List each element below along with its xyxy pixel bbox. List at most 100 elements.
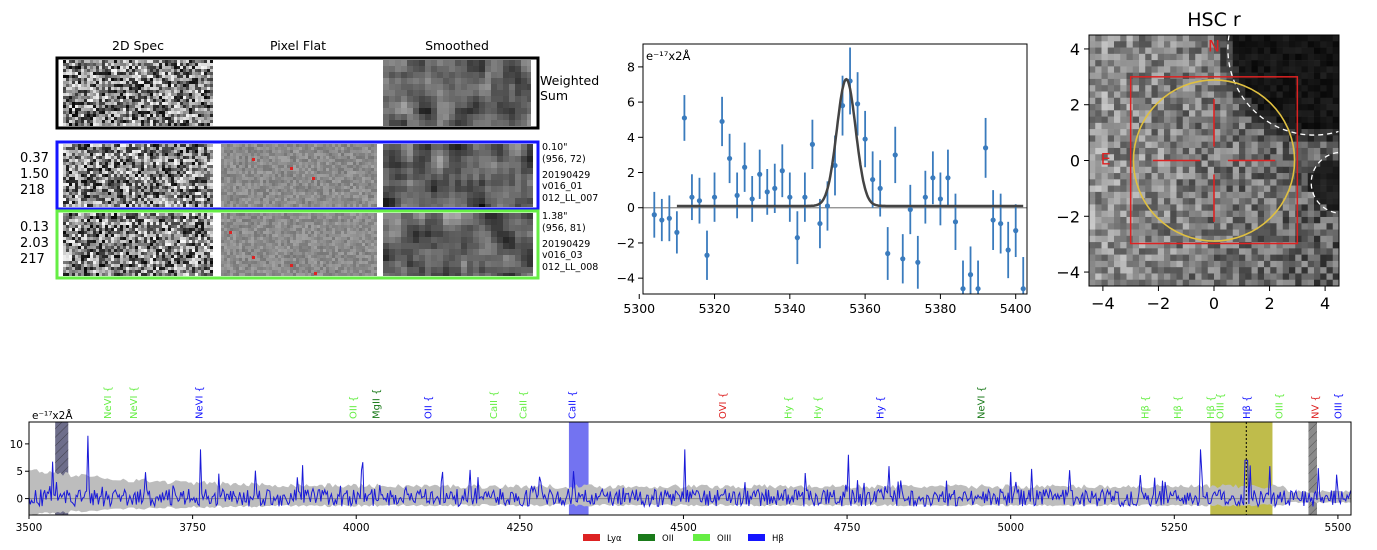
data-point xyxy=(711,194,718,200)
fiber2-smoothed-image xyxy=(383,213,533,276)
data-point xyxy=(689,194,695,200)
line-marker-label: Hβ { xyxy=(1140,396,1151,419)
line-marker-label: Hβ { xyxy=(1206,396,1217,419)
flat-defect-mark xyxy=(314,272,317,275)
data-point xyxy=(967,272,974,278)
x-tick-label: 2 xyxy=(1264,294,1274,313)
data-point xyxy=(764,189,770,195)
y-tick-label: −2 xyxy=(617,235,635,250)
full-spectrum-y-ticks: 0 5 10 xyxy=(10,439,29,506)
flat-defect-mark xyxy=(290,264,293,267)
data-point xyxy=(772,185,778,191)
weighted-smoothed-image xyxy=(383,60,531,126)
line-marker-label: Hβ { xyxy=(1173,396,1184,419)
x-tick-label: −2 xyxy=(1147,294,1171,313)
weighted-sum-row: Weighted Sum xyxy=(55,56,599,130)
line-marker-label: CaII { xyxy=(519,390,530,419)
data-point xyxy=(915,259,921,265)
fiber2-2d-spec-image xyxy=(63,213,213,276)
line-marker-label: NeVI { xyxy=(977,386,988,419)
line-marker-label: OIII { xyxy=(1216,393,1227,419)
weighted-frame xyxy=(55,56,540,130)
data-point xyxy=(982,145,989,151)
column-title-smoothed: Smoothed xyxy=(425,38,489,53)
flat-defect-mark xyxy=(290,167,293,170)
line-marker-label: Hy { xyxy=(813,396,824,419)
y-tick-label: 6 xyxy=(627,95,635,110)
data-point xyxy=(952,219,959,225)
fiber-row-1: 0.37 1.50 218 0.10" (956, 72) 20190429 v… xyxy=(20,140,598,211)
legend: Lyα OII OIII Hβ xyxy=(583,534,784,544)
line-marker-label: Hβ { xyxy=(1242,396,1253,419)
x-tick-label: 5400 xyxy=(1000,301,1032,316)
fiber1-info-2: (956, 72) xyxy=(542,154,586,165)
x-tick-label: 5000 xyxy=(997,522,1024,534)
full-spectrum-chart: NeVI { NeVI { NeVI { OII { MgII { OII { CaII {… xyxy=(10,386,1352,544)
y-tick-label: −2 xyxy=(1056,207,1080,226)
data-point xyxy=(900,256,906,262)
data-point xyxy=(659,217,665,223)
x-tick-label: 5360 xyxy=(849,301,881,316)
data-point xyxy=(862,136,868,142)
legend-label: Hβ xyxy=(772,534,784,544)
y-tick-label: 4 xyxy=(1070,40,1080,59)
legend-swatch xyxy=(583,534,600,541)
x-tick-label: 3750 xyxy=(179,522,206,534)
fiber2-value-2: 2.03 xyxy=(20,236,49,251)
data-point xyxy=(922,194,928,200)
line-marker-label: NeVI { xyxy=(103,386,114,419)
line-marker-label: MgII { xyxy=(371,389,382,419)
full-spectrum-x-ticks: 3500 3750 4000 4250 4500 4750 5000 5250 5500 xyxy=(16,515,1351,534)
weighted-pixel-flat-blank xyxy=(216,60,380,126)
x-tick-label: −4 xyxy=(1091,294,1115,313)
data-point xyxy=(1005,247,1011,253)
data-point xyxy=(998,220,1004,227)
zoom-spectrum-frame xyxy=(642,43,1028,295)
line-marker-label: OVI { xyxy=(718,392,729,419)
line-marker-label: OII { xyxy=(348,396,359,419)
data-point xyxy=(787,194,793,200)
fiber1-info-5: 012_LL_007 xyxy=(542,193,598,204)
data-point xyxy=(990,217,996,223)
fiber1-value-3: 218 xyxy=(20,183,45,198)
legend-label: OIII xyxy=(717,534,731,544)
legend-label: OII xyxy=(662,534,674,544)
x-tick-label: 3500 xyxy=(16,522,43,534)
weighted-2d-spec-image xyxy=(63,60,213,126)
data-point xyxy=(704,252,710,258)
full-spectrum-frame xyxy=(28,421,1352,516)
fiber1-value-1: 0.37 xyxy=(20,151,49,166)
data-point xyxy=(651,212,657,218)
line-marker-label: OII { xyxy=(424,396,435,419)
line-marker-label: NeVI { xyxy=(195,386,206,419)
bright-source-contour xyxy=(1227,0,1377,136)
fiber2-value-1: 0.13 xyxy=(20,220,49,235)
full-spectrum-line xyxy=(29,435,1351,509)
line-marker-label: CaII { xyxy=(568,390,579,419)
y-tick-label: 5 xyxy=(16,466,23,478)
flat-defect-mark xyxy=(252,158,255,161)
fiber2-info-3: 20190429 xyxy=(542,239,590,250)
data-point xyxy=(794,235,800,241)
y-tick-label: 0 xyxy=(16,494,23,506)
fiber1-info-3: 20190429 xyxy=(542,170,590,181)
weighted-label-line2: Sum xyxy=(540,88,568,103)
line-markers: NeVI { NeVI { NeVI { OII { MgII { OII { CaII {… xyxy=(103,386,1344,419)
zoom-spectrum-gaussian-fit xyxy=(676,77,1024,208)
data-point xyxy=(892,152,898,158)
hsc-x-ticks: −4 −2 0 2 4 xyxy=(1091,286,1330,313)
data-point xyxy=(809,141,816,147)
fiber2-info-1: 1.38" xyxy=(542,211,568,222)
hsc-y-ticks: −4 −2 0 2 4 xyxy=(1056,40,1089,282)
data-point xyxy=(945,175,951,181)
flat-defect-mark xyxy=(252,256,255,259)
x-tick-label: 5320 xyxy=(699,301,731,316)
line-marker-label: NV { xyxy=(1311,395,1322,419)
data-point xyxy=(832,162,838,169)
data-point xyxy=(734,192,740,199)
x-tick-label: 5380 xyxy=(925,301,957,316)
x-tick-label: 4250 xyxy=(506,522,533,534)
fiber2-info-4: v016_03 xyxy=(542,250,583,261)
line-marker-label: Hy { xyxy=(875,396,886,419)
